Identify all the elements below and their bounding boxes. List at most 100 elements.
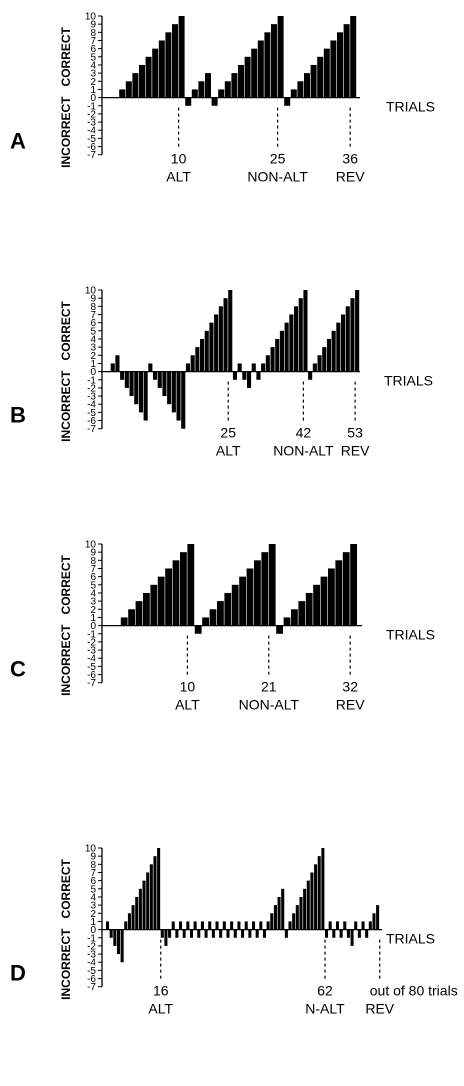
bar <box>232 371 237 380</box>
y-tick-label: 10 <box>85 844 97 855</box>
bar <box>365 929 369 938</box>
bar <box>181 371 186 429</box>
bar <box>157 848 161 930</box>
bar <box>251 363 256 372</box>
y-tick-label: 2 <box>90 909 96 920</box>
bar <box>339 929 343 938</box>
bar <box>255 929 259 938</box>
bar <box>330 40 337 98</box>
bar <box>135 896 139 930</box>
bar <box>259 921 263 930</box>
marker-label: ALT <box>175 697 200 713</box>
bar <box>266 921 270 930</box>
bar <box>204 929 208 938</box>
bar <box>198 81 205 98</box>
bar <box>194 625 202 634</box>
bar <box>237 921 241 930</box>
bar <box>218 306 223 372</box>
marker-label: ALT <box>216 443 241 459</box>
y-tick-label: 4 <box>90 892 96 903</box>
bar <box>244 921 248 930</box>
y-tick-label: -3 <box>87 950 96 961</box>
y-tick-label: -5 <box>87 134 96 145</box>
x-axis-label: TRIALS <box>384 373 433 389</box>
bar <box>168 929 172 938</box>
bar <box>217 601 224 626</box>
y-tick-label: 6 <box>90 44 96 55</box>
bar <box>200 921 204 930</box>
bar <box>284 929 288 938</box>
marker-label: ALT <box>148 1001 173 1017</box>
marker-number: 53 <box>347 425 363 441</box>
bar <box>153 371 158 380</box>
bar <box>343 24 350 98</box>
y-tick-label: 5 <box>90 884 96 895</box>
bar <box>202 617 209 626</box>
y-tick-label: 4 <box>90 60 96 71</box>
bar <box>138 888 142 930</box>
bar <box>222 921 226 930</box>
bar <box>120 929 124 963</box>
bar <box>218 89 225 98</box>
y-tick-label: 0 <box>90 93 96 104</box>
y-tick-label: 6 <box>90 572 96 583</box>
y-label-incorrect: INCORRECT <box>59 624 73 696</box>
panel-d: 109876543210-1-2-3-4-5-6-7CORRECTINCORRE… <box>10 844 458 1017</box>
bar <box>350 544 357 626</box>
bar <box>162 371 167 397</box>
bar <box>195 347 200 372</box>
bar <box>298 601 306 626</box>
bar <box>120 617 128 626</box>
bar <box>224 592 232 626</box>
bar <box>175 929 179 938</box>
y-tick-label: 9 <box>90 294 96 305</box>
bar <box>376 905 380 930</box>
bar <box>185 97 192 106</box>
bar <box>119 89 126 98</box>
y-tick-label: 2 <box>90 605 96 616</box>
bar <box>361 921 365 930</box>
bar <box>283 617 291 626</box>
y-tick-label: -4 <box>87 654 96 665</box>
bar <box>281 888 285 930</box>
bar <box>224 81 231 98</box>
y-tick-label: 6 <box>90 876 96 887</box>
bar <box>211 929 215 938</box>
marker-number: 42 <box>296 425 312 441</box>
bar <box>295 905 299 930</box>
bar <box>164 929 168 946</box>
bar <box>251 48 258 98</box>
y-tick-label: -4 <box>87 126 96 137</box>
bar <box>313 584 320 626</box>
y-tick-label: 8 <box>90 302 96 313</box>
bar <box>113 929 117 946</box>
y-tick-label: -3 <box>87 118 96 129</box>
bar <box>179 921 183 930</box>
bar <box>284 322 289 372</box>
bar <box>158 40 165 98</box>
y-tick-label: -1 <box>87 375 96 386</box>
bar <box>256 371 261 380</box>
y-tick-label: -5 <box>87 408 96 419</box>
y-tick-label: 7 <box>90 868 96 879</box>
bar <box>165 32 172 98</box>
bar <box>125 81 132 98</box>
y-label-correct: CORRECT <box>59 300 73 360</box>
y-tick-label: 3 <box>90 69 96 80</box>
y-label-correct: CORRECT <box>59 554 73 614</box>
y-tick-label: 7 <box>90 564 96 575</box>
bar <box>167 371 172 405</box>
bar <box>150 584 158 626</box>
bar <box>299 896 303 930</box>
bar <box>317 856 321 930</box>
bar <box>368 921 372 930</box>
marker-number: 32 <box>342 679 358 695</box>
y-tick-label: 9 <box>90 548 96 559</box>
marker-label: REV <box>336 169 365 185</box>
y-tick-label: 9 <box>90 852 96 863</box>
y-label-incorrect: INCORRECT <box>59 928 73 1000</box>
bar <box>145 56 152 98</box>
y-tick-label: 4 <box>90 334 96 345</box>
y-tick-label: -1 <box>87 629 96 640</box>
x-axis-label: TRIALS <box>386 931 435 947</box>
